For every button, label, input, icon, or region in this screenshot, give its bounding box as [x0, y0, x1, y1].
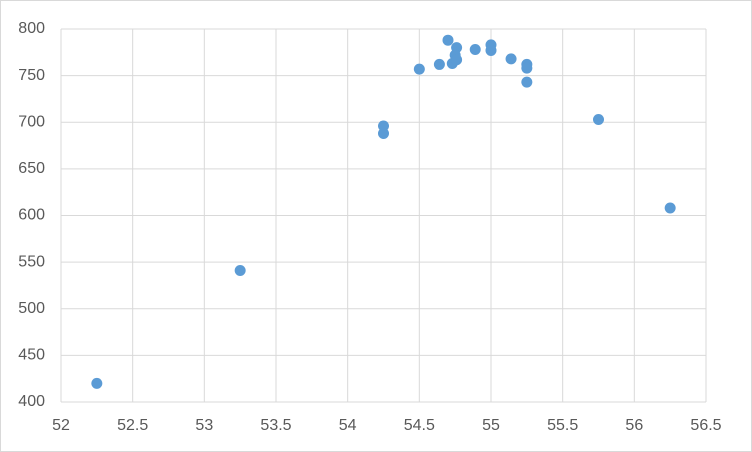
y-tick-label: 400 — [18, 393, 45, 410]
point — [593, 113, 604, 125]
point — [378, 127, 389, 139]
point — [521, 62, 533, 74]
x-tick-label: 55 — [482, 417, 500, 434]
point — [234, 265, 246, 277]
y-tick-label: 750 — [18, 67, 45, 84]
y-tick-label: 600 — [18, 207, 45, 224]
x-tick-label: 53 — [195, 417, 213, 434]
x-tick-label: 56 — [625, 417, 643, 434]
x-tick-label: 52 — [52, 417, 70, 434]
point — [521, 76, 533, 88]
point — [413, 63, 425, 75]
y-tick-label: 650 — [18, 160, 45, 177]
point — [433, 58, 445, 70]
x-tick-label: 56.5 — [690, 417, 721, 434]
x-tick-label: 53.5 — [260, 417, 291, 434]
y-tick-label: 450 — [18, 347, 45, 364]
x-tick-label: 55.5 — [547, 417, 578, 434]
y-tick-label: 550 — [18, 253, 45, 270]
y-tick-label: 700 — [18, 113, 45, 130]
point — [442, 34, 454, 46]
point — [91, 377, 103, 389]
point — [505, 53, 517, 65]
point — [451, 54, 463, 66]
point — [485, 44, 497, 56]
x-tick-label: 54.5 — [404, 417, 435, 434]
x-tick-label: 54 — [339, 417, 357, 434]
y-tick-label: 800 — [18, 20, 45, 37]
point — [469, 44, 481, 56]
y-tick-label: 500 — [18, 300, 45, 317]
point — [664, 202, 676, 214]
x-tick-label: 52.5 — [117, 417, 148, 434]
